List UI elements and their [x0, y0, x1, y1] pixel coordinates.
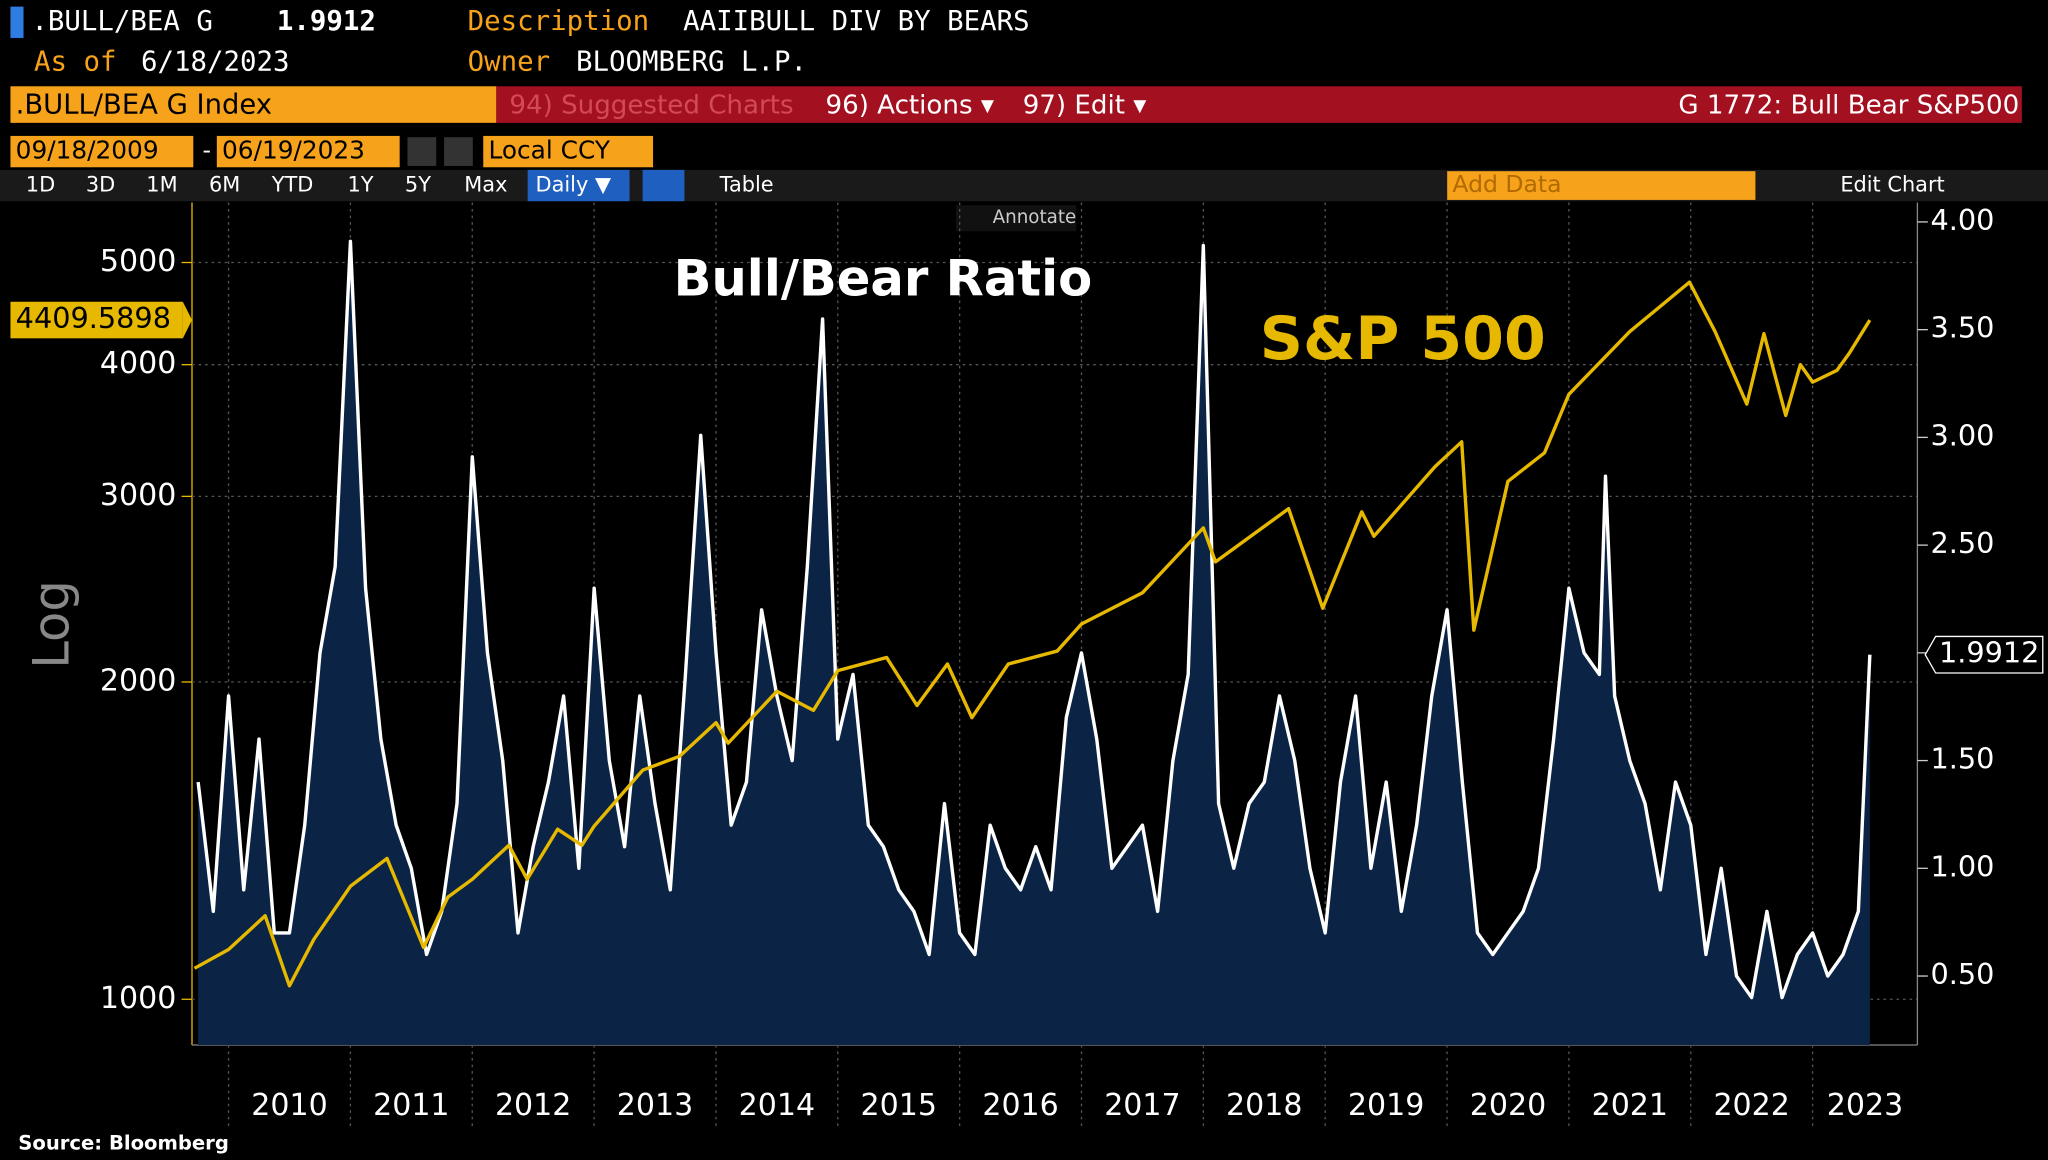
source: Source: Bloomberg	[18, 1132, 229, 1155]
period-button[interactable]: 6M	[209, 173, 240, 197]
y-tick-label: 1000	[100, 981, 176, 1016]
annotate-box[interactable]	[956, 205, 1077, 232]
x-tick-label: 2010	[251, 1088, 327, 1123]
last-value-arrow	[182, 301, 192, 339]
last-value-label: 4409.5898	[16, 301, 171, 335]
x-tick-label: 2017	[1104, 1088, 1180, 1123]
period-button[interactable]: YTD	[271, 173, 314, 197]
period-button[interactable]: Max	[464, 173, 507, 197]
currency-box[interactable]	[483, 135, 654, 168]
currency: Local CCY	[488, 136, 610, 165]
x-tick-label: 2011	[373, 1088, 449, 1123]
period-button[interactable]: 1M	[146, 173, 177, 197]
last-value-flag	[10, 301, 183, 339]
period-button[interactable]: 3D	[86, 173, 115, 197]
chart-icon[interactable]	[642, 169, 685, 202]
x-tick-label: 2019	[1348, 1088, 1424, 1123]
area	[198, 241, 1870, 1045]
y-tick-label: 5000	[100, 244, 176, 279]
period-button[interactable]: 1Y	[347, 173, 373, 197]
y2-tick-label: 2.50	[1930, 526, 1994, 560]
y-tick-label: 2000	[100, 663, 176, 698]
add-data-box[interactable]	[1447, 171, 1756, 200]
ticker: .BULL/BEA G	[31, 6, 213, 37]
actions[interactable]: 96) Actions ▾	[825, 90, 994, 120]
last-value-flag	[1924, 635, 2044, 674]
last-value: 1.9912	[277, 6, 376, 37]
period-button[interactable]: 5Y	[405, 173, 431, 197]
chart-id: G 1772: Bull Bear S&P500	[1678, 90, 2019, 120]
start-date: 09/18/2009	[16, 136, 159, 165]
y-tick-label: 3000	[100, 478, 176, 513]
edit[interactable]: 97) Edit ▾	[1023, 90, 1148, 120]
annotate: Annotate	[993, 207, 1077, 228]
end-date: 06/19/2023	[222, 136, 365, 165]
period-buttons: 1D 3D 1M 6M YTD 1Y 5Y Max	[26, 173, 508, 197]
suggested[interactable]: 94) Suggested Charts	[509, 90, 793, 120]
x-tick-label: 2014	[739, 1088, 815, 1123]
date-dash: -	[202, 136, 210, 164]
y2-tick-label: 1.00	[1930, 849, 1994, 883]
y2-tick-label: 3.50	[1930, 311, 1994, 345]
start-date-box[interactable]	[10, 135, 194, 168]
period-button[interactable]: 1D	[26, 173, 55, 197]
last-value-label: 1.9912	[1939, 636, 2040, 670]
end-date-box[interactable]	[216, 135, 400, 168]
x-tick-label: 2021	[1592, 1088, 1668, 1123]
prev-button[interactable]	[407, 137, 437, 166]
x-tick-label: 2013	[617, 1088, 693, 1123]
frequency: Daily ▼	[536, 173, 612, 197]
y2-tick-label: 4.00	[1930, 203, 1994, 237]
chart: 100020003000400050000.501.001.502.002.50…	[10, 202, 2044, 1126]
y2-tick-label: 1.50	[1930, 742, 1994, 776]
y2-tick-label: 3.00	[1930, 418, 1994, 452]
x-tick-label: 2016	[982, 1088, 1058, 1123]
marker	[10, 6, 24, 38]
description: AAIIBULL DIV BY BEARS	[683, 6, 1030, 37]
edit-chart[interactable]: Edit Chart	[1840, 173, 1944, 197]
x-tick-label: 2023	[1827, 1088, 1903, 1123]
asof: 6/18/2023	[141, 46, 290, 77]
add-data: Add Data	[1452, 170, 1561, 198]
x-tick-label: 2012	[495, 1088, 571, 1123]
security: .BULL/BEA G Index	[16, 89, 272, 120]
line	[193, 280, 1872, 988]
next-button[interactable]	[444, 137, 473, 166]
y2-tick-label: 0.50	[1930, 957, 1994, 991]
y-axis-label: Log	[22, 580, 80, 669]
x-tick-label: 2018	[1226, 1088, 1302, 1123]
owner: BLOOMBERG L.P.	[576, 46, 807, 77]
x-tick-label: 2022	[1713, 1088, 1789, 1123]
owner-label: Owner	[468, 46, 550, 77]
annotation: Bull/Bear Ratio	[674, 250, 1093, 308]
annotation: S&P 500	[1260, 304, 1546, 374]
y-tick-label: 4000	[100, 346, 176, 381]
description-label: Description	[468, 6, 649, 37]
menu-bar	[496, 86, 2022, 123]
line	[196, 239, 1872, 1000]
x-tick-label: 2020	[1470, 1088, 1546, 1123]
asof-label: As of	[34, 46, 117, 77]
frequency-box[interactable]	[527, 169, 630, 202]
table-button[interactable]: Table	[719, 173, 774, 197]
x-tick-label: 2015	[861, 1088, 937, 1123]
security-box[interactable]	[10, 86, 497, 123]
